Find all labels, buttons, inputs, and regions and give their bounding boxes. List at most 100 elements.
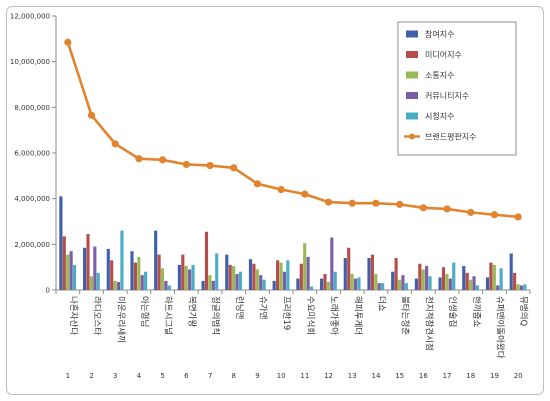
y-tick-label: 6,000,000	[14, 150, 50, 158]
bar	[191, 264, 195, 290]
line-point	[419, 204, 427, 212]
bar	[133, 262, 137, 290]
legend-marker	[409, 133, 415, 140]
legend-swatch	[406, 30, 418, 38]
line-point	[87, 111, 96, 119]
bar	[513, 272, 517, 290]
legend-entry: 브랜드평판지수	[425, 132, 477, 142]
bar	[167, 285, 171, 290]
legend-swatch	[406, 51, 418, 58]
line-series	[66, 41, 519, 219]
x-category-label: 나혼자산다	[68, 296, 79, 335]
legend-entry: 시청지수	[425, 112, 454, 121]
bar	[211, 280, 215, 290]
bar	[492, 264, 496, 290]
bar	[255, 269, 259, 290]
bar	[201, 280, 205, 290]
line-point	[443, 205, 451, 213]
bar	[418, 263, 422, 290]
legend-swatch	[406, 92, 418, 99]
line-point	[277, 185, 285, 194]
bar	[130, 251, 134, 290]
bar	[353, 278, 358, 290]
line-point	[324, 198, 333, 206]
x-category-label: 해피투게더	[352, 296, 363, 335]
bar	[89, 276, 93, 290]
bar	[326, 282, 330, 290]
bar	[93, 246, 97, 290]
line-point	[230, 164, 238, 172]
bar	[113, 280, 117, 290]
bar	[69, 251, 73, 290]
bar	[333, 271, 337, 290]
x-category-label: 뮤뱅의Q	[518, 296, 529, 326]
bar	[215, 253, 219, 290]
bar	[519, 285, 523, 290]
x-category-label: 아는형님	[139, 296, 150, 327]
bar	[282, 271, 286, 290]
bar	[516, 284, 520, 290]
bar	[120, 230, 124, 290]
line-point	[301, 190, 309, 198]
line-point	[253, 180, 262, 188]
chart-border	[6, 6, 544, 395]
bar	[188, 269, 192, 290]
line-point	[514, 213, 522, 221]
x-index-label: 18	[466, 372, 475, 380]
bar	[248, 259, 253, 290]
bar	[232, 266, 236, 290]
bar	[425, 266, 429, 290]
bar	[177, 264, 181, 290]
bar	[86, 234, 90, 290]
bar	[357, 277, 361, 290]
bar	[160, 268, 165, 290]
x-category-label: 미운우리새끼	[115, 296, 125, 343]
bar	[397, 279, 402, 290]
bar	[83, 247, 87, 290]
bar	[252, 263, 256, 290]
x-index-label: 12	[324, 372, 333, 380]
bar	[204, 231, 209, 290]
x-index-label: 10	[277, 372, 286, 380]
line-point	[490, 211, 499, 219]
x-category-label: 인생술집	[447, 296, 458, 327]
bar	[445, 274, 449, 290]
bar	[489, 262, 493, 290]
x-index-label: 20	[514, 372, 523, 380]
line-point	[111, 140, 119, 148]
bar	[381, 283, 385, 290]
line-point	[64, 38, 72, 46]
x-index-label: 9	[255, 372, 259, 380]
x-index-label: 2	[89, 372, 93, 380]
x-index-label: 19	[490, 372, 499, 380]
y-tick-label: 4,000,000	[14, 195, 50, 203]
y-tick-label: 8,000,000	[14, 104, 50, 112]
bar	[272, 280, 276, 290]
x-category-label: 한끼줍쇼	[471, 296, 481, 327]
x-index-label: 5	[160, 372, 164, 380]
x-category-label: 복면가왕	[186, 296, 197, 327]
bar	[66, 254, 70, 290]
bar	[485, 277, 490, 290]
bar	[306, 256, 310, 290]
x-index-label: 16	[419, 372, 428, 380]
bar	[309, 286, 314, 290]
x-index-label: 13	[348, 372, 357, 380]
x-index-label: 3	[113, 372, 117, 380]
bar	[286, 260, 290, 290]
y-tick-label: 0	[46, 287, 50, 295]
x-index-label: 6	[184, 372, 189, 380]
line-point	[348, 199, 356, 207]
bar	[462, 266, 466, 290]
bar	[96, 272, 100, 290]
line-point	[206, 161, 214, 170]
bar	[279, 262, 283, 290]
line-point	[372, 199, 380, 207]
legend-entry: 커뮤니티지수	[425, 91, 469, 101]
bar	[428, 276, 432, 290]
bar	[320, 278, 324, 290]
x-category-label: 더쇼	[376, 296, 386, 312]
y-tick-label: 10,000,000	[10, 58, 50, 66]
bar	[496, 285, 500, 290]
